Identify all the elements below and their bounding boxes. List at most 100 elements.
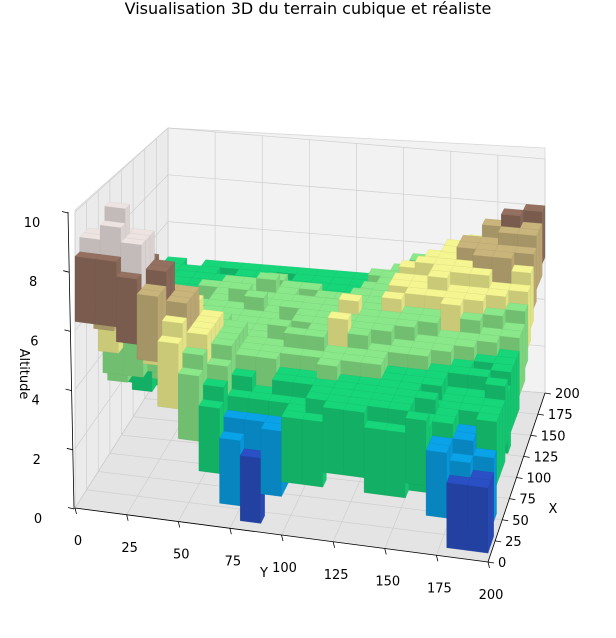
z-tick-label: 2 (33, 453, 41, 468)
terrain-cell-top (316, 357, 341, 367)
terrain-cell-top (407, 347, 432, 357)
terrain-cell-top (473, 447, 497, 459)
y-tick-label: 125 (324, 568, 349, 583)
terrain-cell-front (260, 428, 282, 497)
terrain-cell-front (198, 405, 220, 474)
y-tick-mark (74, 507, 77, 515)
terrain-cell-top (381, 291, 406, 300)
y-tick-mark (435, 555, 439, 562)
terrain-cell-side (502, 400, 506, 470)
terrain-cell-top (161, 315, 187, 324)
terrain-cell-side (527, 285, 531, 348)
terrain-cell-side (530, 266, 534, 329)
terrain-cell-top (522, 204, 546, 212)
terrain-cell-top (490, 362, 514, 373)
terrain-cell-side (487, 480, 492, 554)
x-tick-mark (495, 540, 502, 543)
terrain-cell-top (219, 431, 245, 441)
z-tick-mark (64, 329, 71, 332)
y-tick-label: 50 (173, 548, 190, 563)
y-tick-mark (126, 514, 129, 521)
terrain-cell-front (467, 485, 489, 554)
terrain-cell-side (510, 365, 514, 433)
terrain-cell-side (496, 414, 500, 486)
z-tick-mark (61, 211, 69, 214)
back-gridline-horizontal (167, 174, 546, 207)
y-tick-label: 0 (74, 534, 82, 549)
z-tick-label: 4 (31, 394, 39, 409)
x-tick-mark (502, 519, 509, 522)
terrain-cell-top (228, 282, 253, 291)
y-tick-mark (487, 561, 490, 569)
terrain-cell-top (186, 326, 212, 336)
terrain-cell-top (303, 328, 329, 338)
terrain-cell-top (508, 283, 531, 293)
terrain-cell-side (522, 324, 526, 389)
terrain-cell-top (449, 452, 474, 464)
x-tick-mark (537, 413, 544, 416)
terrain-cell-top (95, 254, 122, 262)
terrain-cell-side (507, 385, 511, 454)
y-tick-label: 150 (375, 575, 400, 590)
terrain-cell-front (343, 409, 365, 478)
terrain-cell-top (467, 477, 492, 489)
terrain-cell-top (482, 307, 506, 317)
terrain-cell-front (405, 417, 427, 486)
x-tick-label: 125 (534, 450, 559, 465)
y-tick-mark (281, 534, 284, 542)
terrain-cell-top (387, 401, 413, 412)
terrain-cell-top (511, 264, 534, 274)
terrain-cell-top (440, 297, 464, 306)
y-tick-mark (229, 528, 232, 535)
terrain-cell-top (425, 442, 450, 454)
z-tick-label: 10 (24, 216, 41, 231)
terrain-cell-top (99, 220, 126, 228)
y-tick-label: 200 (479, 588, 504, 603)
y-axis-ticks: 0 25 50 75 100 125 150 175 200 (74, 507, 504, 603)
terrain-cell-side (539, 223, 543, 283)
z-tick-mark (65, 388, 72, 391)
terrain-cell-front (446, 482, 468, 551)
terrain-cell-front (219, 437, 241, 507)
x-tick-mark (544, 392, 552, 395)
terrain-cell-top (501, 208, 524, 217)
terrain-cell-top (198, 399, 224, 409)
terrain-cell-top (231, 368, 257, 378)
x-axis-ticks: 0 25 50 75 100 125 150 175 200 (487, 387, 580, 571)
y-tick-mark (177, 521, 181, 528)
terrain-cell-top (371, 323, 395, 332)
x-tick-label: 75 (519, 493, 536, 508)
terrain-cell-top (460, 312, 484, 322)
terrain-cell-top (421, 376, 445, 387)
terrain-cell-top (499, 329, 523, 339)
z-tick-label: 6 (30, 334, 38, 349)
terrain-cell-top (463, 292, 487, 302)
x-tick-label: 50 (512, 514, 529, 529)
z-tick-mark (66, 447, 73, 451)
terrain-cell-top (476, 333, 500, 344)
z-tick-mark (63, 270, 70, 273)
terrain-cell-front (384, 429, 406, 499)
terrain-cell-front (322, 407, 344, 476)
y-tick-label: 25 (121, 541, 138, 556)
z-axis-ticks: 0 2 4 6 8 10 (24, 211, 75, 527)
y-tick-label: 75 (225, 554, 242, 569)
x-tick-label: 0 (498, 556, 506, 571)
x-tick-mark (530, 434, 537, 437)
terrain-cell-top (327, 311, 352, 321)
terrain-cell-front (301, 419, 323, 488)
terrain-cell-top (267, 318, 292, 327)
z-axis-line (67, 211, 75, 510)
terrain-cell-top (453, 338, 478, 348)
terrain-cell-side (490, 472, 494, 545)
terrain-cell-side (516, 351, 520, 417)
terrain-cell-top (430, 343, 455, 353)
x-tick-mark (509, 498, 516, 501)
y-tick-mark (384, 548, 387, 555)
terrain-cell-top (514, 246, 537, 255)
x-tick-mark (487, 561, 495, 564)
y-tick-label: 100 (272, 561, 297, 576)
terrain-cell-front (240, 455, 262, 524)
terrain-cell-top (256, 272, 281, 281)
